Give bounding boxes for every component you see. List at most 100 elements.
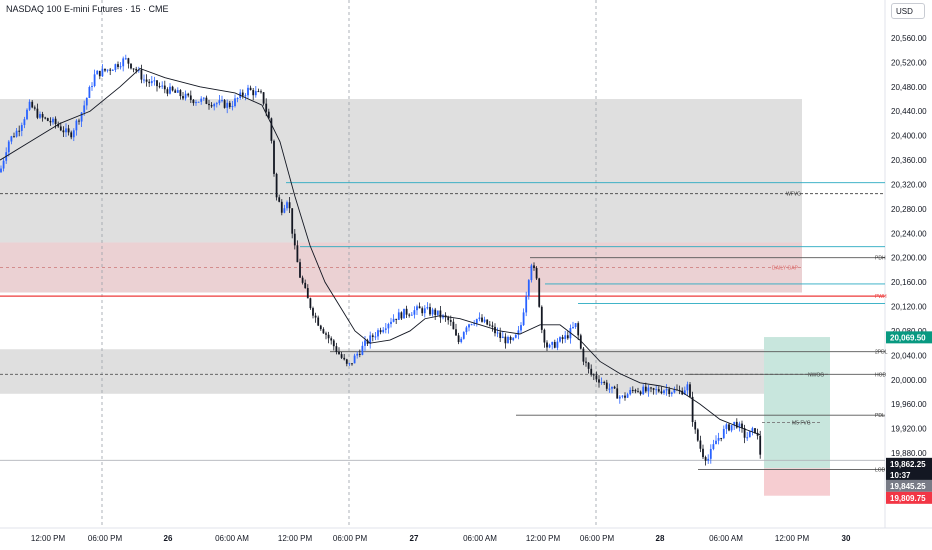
- price-label: 19,862.25: [890, 460, 926, 469]
- candle-body: [722, 428, 725, 439]
- candle-body: [252, 90, 255, 96]
- level-label: M5 FVG: [792, 420, 811, 426]
- candle-body: [624, 395, 626, 398]
- candle-body: [327, 334, 330, 339]
- candle-body: [486, 319, 489, 325]
- candle-body: [192, 99, 195, 104]
- candle-body: [535, 268, 538, 279]
- candle-body: [637, 391, 639, 393]
- candle-body: [67, 128, 70, 133]
- candle-body: [436, 310, 439, 315]
- candle-body: [374, 336, 377, 338]
- x-tick-label: 28: [656, 534, 665, 543]
- candle-body: [234, 98, 236, 107]
- candle-body: [286, 202, 288, 209]
- price-label: 20,069.50: [890, 333, 926, 342]
- candle-body: [626, 394, 629, 398]
- candle-body: [702, 448, 704, 458]
- candle-body: [639, 391, 642, 395]
- candle-body: [140, 69, 143, 80]
- candle-body: [395, 318, 398, 320]
- candle-body: [273, 140, 275, 174]
- x-tick-label: 26: [164, 534, 173, 543]
- price-label-bg: [886, 491, 932, 504]
- candle-body: [629, 390, 632, 395]
- candle-body: [143, 79, 145, 81]
- candle-body: [696, 429, 699, 441]
- candle-body: [228, 102, 231, 108]
- x-tick-label: 12:00 PM: [31, 534, 66, 543]
- y-tick-label: 19,960.00: [891, 400, 927, 409]
- candle-body: [299, 262, 301, 278]
- candle-body: [647, 387, 650, 392]
- candle-body: [20, 125, 23, 131]
- candle-body: [743, 428, 746, 438]
- price-label: 19,845.25: [890, 482, 926, 491]
- candle-body: [608, 388, 611, 390]
- candle-body: [319, 325, 322, 330]
- candle-body: [603, 382, 606, 384]
- candle-body: [135, 68, 138, 71]
- candle-body: [725, 424, 728, 429]
- candle-body: [733, 421, 736, 426]
- candle-body: [301, 277, 304, 283]
- candle-body: [423, 308, 426, 314]
- candle-body: [150, 81, 153, 84]
- level-label: PWH: [875, 294, 887, 300]
- candle-body: [715, 440, 717, 445]
- candle-body: [340, 354, 343, 358]
- candle-body: [431, 309, 434, 315]
- y-tick-label: 19,920.00: [891, 425, 927, 434]
- x-tick-label: 30: [842, 534, 851, 543]
- candle-body: [288, 202, 291, 209]
- candle-body: [306, 288, 309, 299]
- candle-body: [741, 423, 743, 429]
- candle-body: [356, 353, 359, 356]
- candle-body: [543, 329, 546, 343]
- candle-body: [130, 63, 132, 69]
- candle-body: [189, 95, 192, 100]
- candle-body: [452, 321, 455, 330]
- candle-body: [195, 102, 197, 104]
- y-tick-label: 20,400.00: [891, 132, 927, 141]
- price-label-bg: [886, 479, 932, 492]
- y-tick-label: 20,000.00: [891, 376, 927, 385]
- candle-body: [522, 312, 525, 326]
- candle-body: [416, 306, 418, 311]
- candle-body: [171, 86, 174, 91]
- candle-body: [756, 432, 759, 436]
- candle-body: [200, 98, 203, 102]
- currency-selector[interactable]: USD: [891, 3, 925, 19]
- candle-body: [343, 357, 346, 360]
- candle-body: [104, 68, 106, 71]
- candle-body: [18, 130, 21, 132]
- candle-body: [631, 390, 634, 392]
- candle-body: [275, 173, 278, 198]
- y-tick-label: 20,560.00: [891, 34, 927, 43]
- candle-body: [44, 117, 47, 119]
- candle-body: [231, 106, 234, 108]
- candle-body: [65, 128, 67, 133]
- price-label-bg: [886, 468, 932, 481]
- candle-body: [23, 119, 26, 126]
- level-label: PDH: [875, 256, 886, 262]
- candle-body: [530, 265, 533, 281]
- candle-body: [78, 120, 80, 122]
- candle-body: [293, 233, 296, 246]
- candle-body: [657, 389, 660, 392]
- candle-body: [525, 296, 528, 313]
- candle-body: [72, 130, 75, 138]
- candle-body: [93, 74, 96, 87]
- level-label: WFVG: [786, 192, 801, 198]
- candle-body: [738, 423, 741, 428]
- candle-body: [548, 344, 551, 348]
- candle-body: [655, 389, 658, 391]
- candle-body: [80, 112, 83, 122]
- candle-body: [111, 69, 114, 71]
- candle-body: [605, 382, 608, 389]
- candle-body: [369, 335, 372, 344]
- candle-body: [512, 337, 515, 340]
- y-tick-label: 20,120.00: [891, 303, 927, 312]
- y-tick-label: 20,160.00: [891, 278, 927, 287]
